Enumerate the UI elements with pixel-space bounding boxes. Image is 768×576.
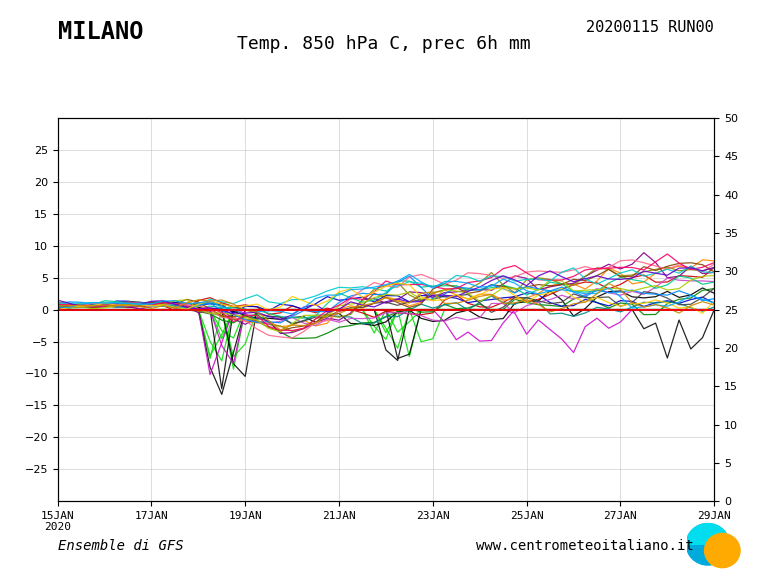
Text: www.centrometeoitaliano.it: www.centrometeoitaliano.it	[476, 539, 694, 553]
Text: Ensemble di GFS: Ensemble di GFS	[58, 539, 184, 553]
Text: MILANO: MILANO	[58, 20, 143, 44]
Circle shape	[687, 524, 730, 565]
Circle shape	[704, 533, 740, 568]
Text: 20200115 RUN00: 20200115 RUN00	[587, 20, 714, 35]
Text: Temp. 850 hPa C, prec 6h mm: Temp. 850 hPa C, prec 6h mm	[237, 35, 531, 52]
Wedge shape	[687, 524, 730, 544]
